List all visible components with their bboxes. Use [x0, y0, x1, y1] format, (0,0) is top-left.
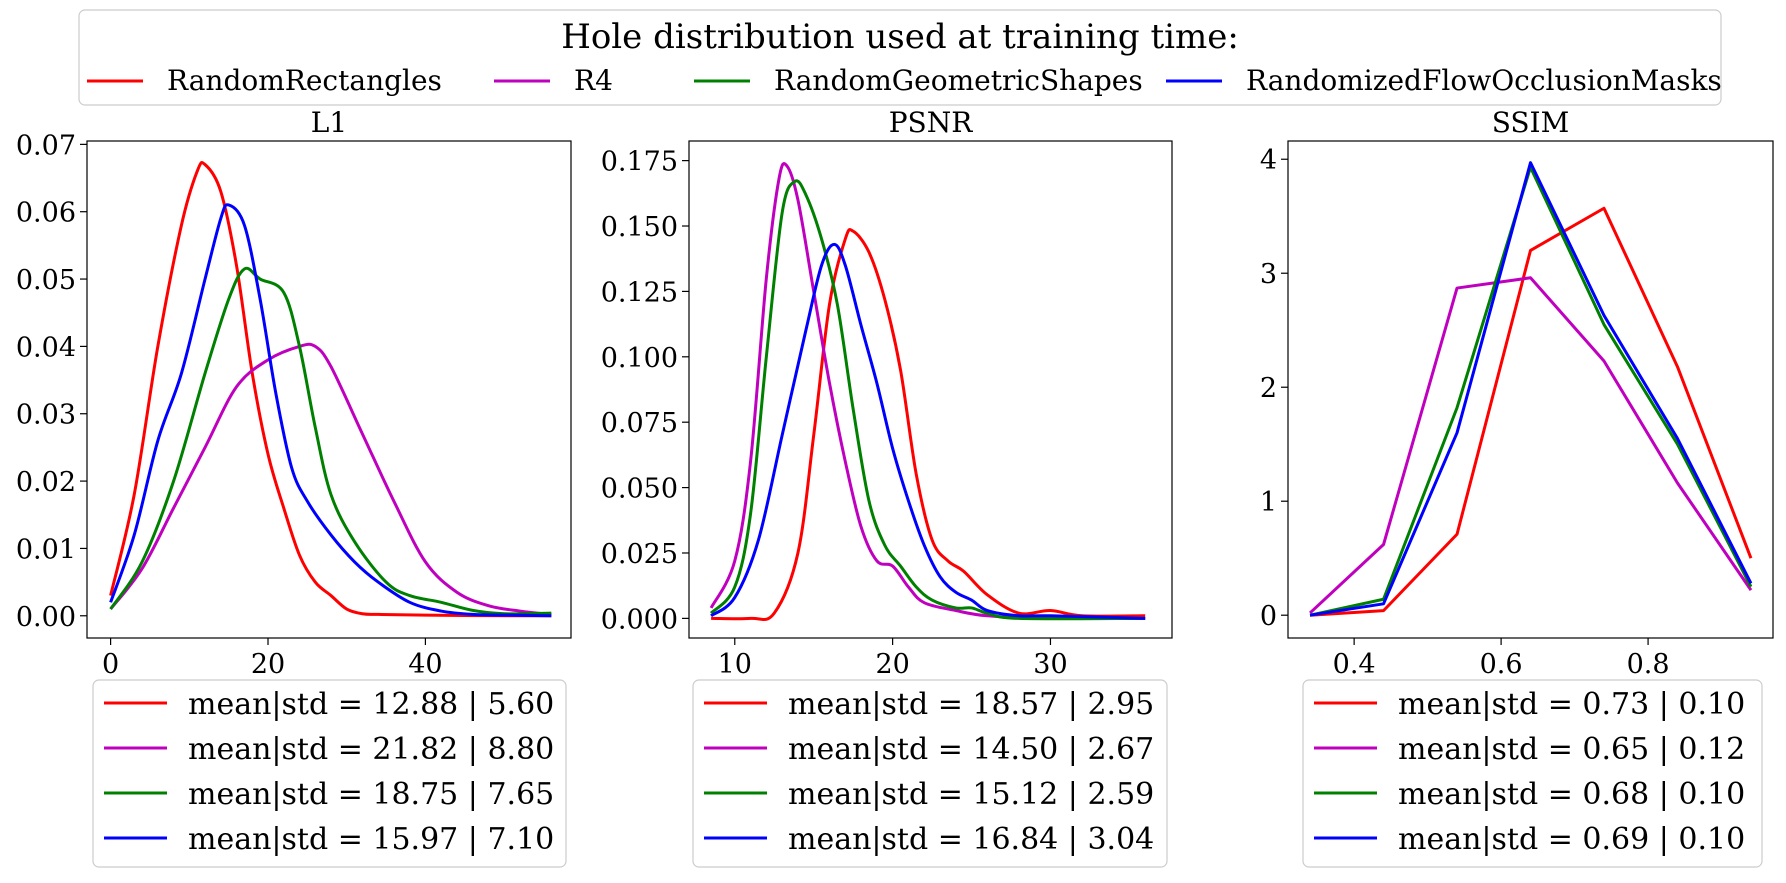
legend-frame — [692, 679, 1168, 868]
y-tick-label: 0.125 — [601, 277, 678, 308]
plot-frame — [688, 140, 1173, 639]
y-tick-label: 0.00 — [16, 602, 76, 633]
y-tick-label: 0.03 — [16, 400, 76, 431]
legend-label: RandomizedFlowOcclusionMasks — [1246, 64, 1722, 97]
x-tick-label: 20 — [251, 649, 285, 680]
y-tick-label: 0.075 — [601, 408, 678, 439]
legend-item-randomrectangles: RandomRectangles — [87, 64, 442, 97]
x-tick-label: 30 — [1033, 649, 1067, 680]
legend-entry: mean|std = 0.73 | 0.10 — [1314, 687, 1745, 722]
legend-entry: mean|std = 0.69 | 0.10 — [1314, 822, 1745, 857]
y-tick-label: 0.025 — [601, 539, 678, 570]
y-tick-label: 0.02 — [16, 467, 76, 498]
plot-frame — [86, 140, 572, 639]
plot-frame — [1287, 140, 1774, 639]
top-legend: Hole distribution used at training time:… — [78, 9, 1722, 106]
series-line-randomizedflowocclusionmasks — [1309, 161, 1753, 617]
legend-entry-label: mean|std = 0.73 | 0.10 — [1398, 687, 1745, 722]
series-line-randomrectangles — [109, 161, 552, 618]
x-tick-label: 0.6 — [1480, 649, 1523, 680]
y-tick-label: 4 — [1260, 145, 1277, 176]
y-tick-label: 0.06 — [16, 198, 76, 229]
legend-item-randomizedflowocclusionmasks: RandomizedFlowOcclusionMasks — [1166, 64, 1722, 97]
y-tick-label: 0.175 — [601, 147, 678, 178]
series-line-randomrectangles — [711, 228, 1146, 622]
legend-entry: mean|std = 15.12 | 2.59 — [704, 777, 1154, 812]
legend-l1: mean|std = 12.88 | 5.60 mean|std = 21.82 … — [92, 679, 567, 868]
panel-l1: L1 0 20 40 0.00 0.01 0.02 0.03 0.04 0.05 0.06 0.07 m… — [16, 106, 572, 868]
top-legend-frame — [78, 9, 1722, 106]
y-tick-label: 0.000 — [601, 604, 678, 635]
legend-entry-label: mean|std = 0.68 | 0.10 — [1398, 777, 1745, 812]
series-line-randomrectangles — [1309, 206, 1753, 617]
y-tick-label: 2 — [1260, 373, 1277, 404]
y-tick-label: 0.100 — [601, 343, 678, 374]
legend-frame — [1302, 679, 1763, 868]
y-tick-label: 0.07 — [16, 130, 76, 161]
legend-entry: mean|std = 16.84 | 3.04 — [704, 822, 1154, 857]
series-line-r4 — [109, 342, 552, 616]
y-tick-label: 3 — [1260, 259, 1277, 290]
legend-entry-label: mean|std = 0.65 | 0.12 — [1398, 732, 1745, 767]
legend-label: RandomRectangles — [167, 64, 442, 97]
legend-frame — [92, 679, 567, 868]
legend-label: RandomGeometricShapes — [774, 64, 1143, 97]
x-tick-label: 0.8 — [1627, 649, 1670, 680]
panel-title-l1: L1 — [311, 106, 347, 139]
y-tick-label: 0.050 — [601, 474, 678, 505]
y-tick-label: 0.04 — [16, 332, 76, 363]
panel-ssim: SSIM 0.4 0.6 0.8 0 1 2 3 4 mean|std = 0.73 | 0.10… — [1260, 106, 1774, 868]
legend-entry-label: mean|std = 16.84 | 3.04 — [788, 822, 1154, 857]
figure-title: Hole distribution used at training time: — [561, 17, 1239, 57]
y-tick-label: 1 — [1260, 487, 1277, 518]
legend-entry-label: mean|std = 15.12 | 2.59 — [788, 777, 1154, 812]
panel-psnr: PSNR 10 20 30 0.000 0.025 0.050 0.075 0.100 0.125… — [601, 106, 1173, 868]
legend-item-r4: R4 — [494, 64, 613, 97]
legend-psnr: mean|std = 18.57 | 2.95 mean|std = 14.50 … — [692, 679, 1168, 868]
series-line-randomizedflowocclusionmasks — [109, 203, 552, 618]
legend-entry: mean|std = 12.88 | 5.60 — [104, 687, 554, 722]
x-tick-label: 40 — [408, 649, 442, 680]
x-tick-label: 0 — [102, 649, 119, 680]
legend-label: R4 — [574, 64, 613, 97]
series-line-randomgeometricshapes — [1309, 165, 1753, 617]
series-line-randomgeometricshapes — [709, 179, 1146, 621]
legend-entry-label: mean|std = 15.97 | 7.10 — [188, 822, 554, 857]
x-tick-label: 10 — [718, 649, 752, 680]
legend-entry-label: mean|std = 12.88 | 5.60 — [188, 687, 554, 722]
series-group — [109, 161, 552, 618]
legend-ssim: mean|std = 0.73 | 0.10 mean|std = 0.65 | … — [1302, 679, 1763, 868]
y-tick-label: 0.150 — [601, 212, 678, 243]
series-line-randomgeometricshapes — [109, 266, 552, 616]
x-tick-label: 20 — [875, 649, 909, 680]
legend-entry-label: mean|std = 21.82 | 8.80 — [188, 732, 554, 767]
legend-entry-label: mean|std = 14.50 | 2.67 — [788, 732, 1154, 767]
series-line-r4 — [709, 162, 1146, 621]
panel-title-ssim: SSIM — [1492, 106, 1570, 139]
panel-title-psnr: PSNR — [889, 106, 974, 139]
y-tick-label: 0.01 — [16, 534, 76, 565]
legend-entry: mean|std = 18.57 | 2.95 — [704, 687, 1154, 722]
legend-entry-label: mean|std = 18.57 | 2.95 — [788, 687, 1154, 722]
legend-item-randomgeometricshapes: RandomGeometricShapes — [694, 64, 1143, 97]
legend-entry-label: mean|std = 0.69 | 0.10 — [1398, 822, 1745, 857]
y-tick-label: 0 — [1260, 601, 1277, 632]
x-tick-label: 0.4 — [1333, 649, 1376, 680]
legend-entry: mean|std = 0.65 | 0.12 — [1314, 732, 1745, 767]
legend-entry-label: mean|std = 18.75 | 7.65 — [188, 777, 554, 812]
series-group — [709, 162, 1146, 622]
series-line-randomizedflowocclusionmasks — [710, 242, 1146, 620]
series-group — [1309, 161, 1753, 617]
legend-entry: mean|std = 18.75 | 7.65 — [104, 777, 554, 812]
legend-entry: mean|std = 21.82 | 8.80 — [104, 732, 554, 767]
legend-entry: mean|std = 15.97 | 7.10 — [104, 822, 554, 857]
legend-entry: mean|std = 0.68 | 0.10 — [1314, 777, 1745, 812]
legend-entry: mean|std = 14.50 | 2.67 — [704, 732, 1154, 767]
series-line-r4 — [1309, 276, 1753, 615]
y-tick-label: 0.05 — [16, 265, 76, 296]
